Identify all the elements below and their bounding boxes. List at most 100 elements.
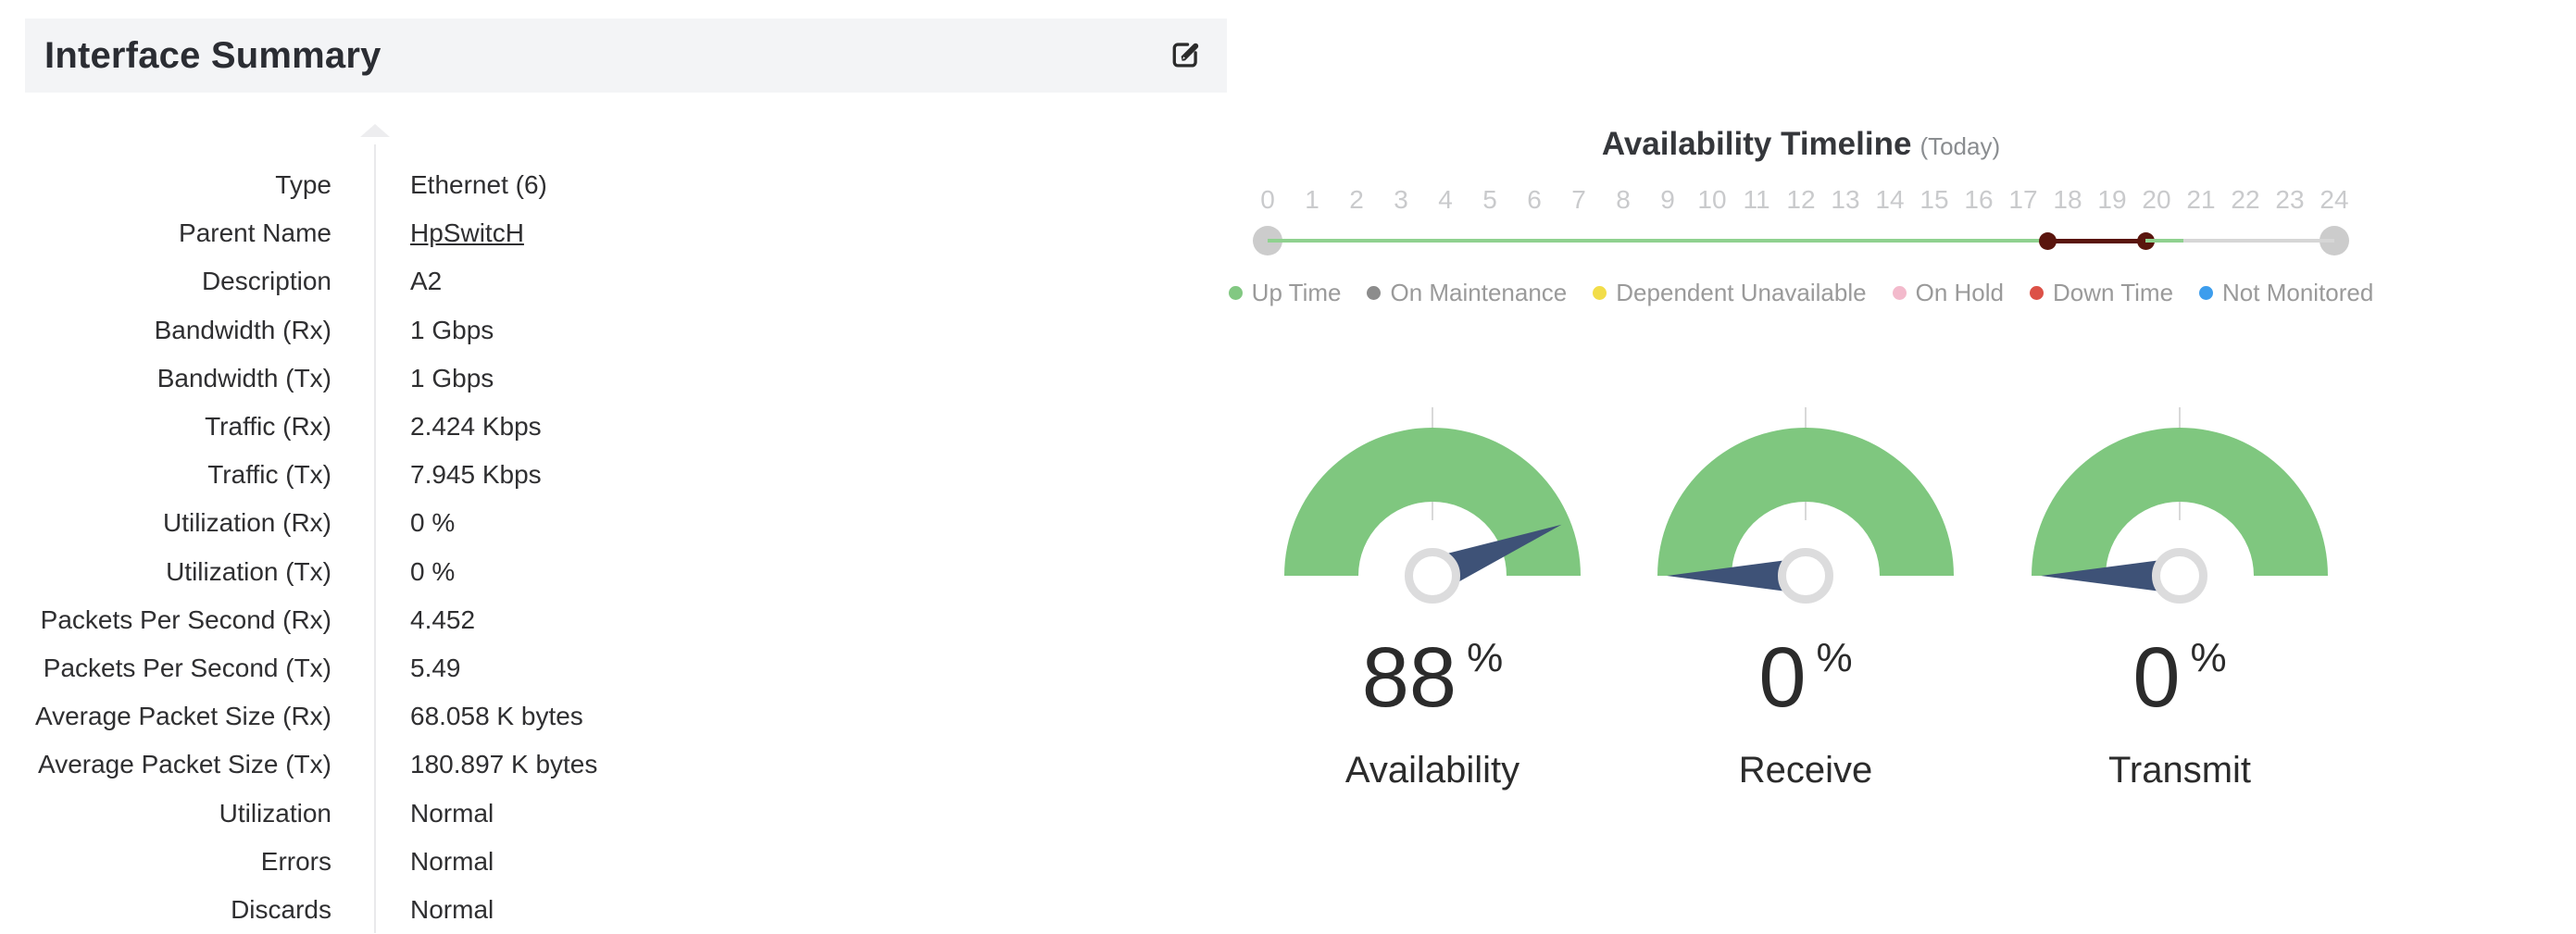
legend-label: Dependent Unavailable: [1616, 279, 1867, 306]
legend-dot-icon: [1367, 286, 1382, 300]
summary-rows: Type Ethernet (6) Parent Name HpSwitcH Descr…: [0, 161, 1213, 934]
gauge-needle: [2041, 560, 2161, 592]
timeline-hour-label: 3: [1394, 185, 1408, 214]
row-label: Parent Name: [179, 218, 331, 248]
summary-row: Traffic (Rx) 2.424 Kbps: [0, 403, 1213, 451]
timeline-title: Availability Timeline (Today): [1245, 126, 2357, 163]
gauge-arc: [1657, 428, 1954, 576]
row-value: 1 Gbps: [410, 315, 494, 344]
summary-row: Errors Normal: [0, 838, 1213, 886]
timeline-segment-up: [2145, 239, 2183, 243]
row-label: Discards: [231, 894, 331, 924]
row-label: Description: [201, 267, 331, 296]
timeline-hour-label: 21: [2186, 185, 2216, 214]
legend-item: Up Time: [1228, 279, 1342, 307]
row-label: Errors: [260, 846, 331, 876]
gauge-number: 0: [1758, 630, 1807, 725]
row-label: Utilization (Tx): [166, 556, 331, 586]
gauge-unit: %: [2190, 635, 2227, 680]
legend-label: On Maintenance: [1390, 279, 1568, 306]
row-value-link[interactable]: HpSwitcH: [410, 218, 524, 248]
legend-item: Not Monitored: [2199, 279, 2373, 307]
legend-dot-icon: [2029, 286, 2044, 300]
legend-dot-icon: [1593, 286, 1607, 300]
gauge-needle: [1444, 524, 1562, 584]
timeline-hour-label: 18: [2053, 185, 2082, 214]
row-label: Bandwidth (Tx): [156, 363, 331, 392]
gauge-transmit: 0% Transmit: [1985, 398, 2374, 833]
timeline-hour-label: 9: [1660, 185, 1675, 214]
timeline-hour-label: 1: [1305, 185, 1319, 214]
summary-row: Description A2: [0, 257, 1213, 305]
summary-row: Packets Per Second (Tx) 5.49: [0, 644, 1213, 692]
column-divider: [374, 144, 376, 933]
legend-dot-icon: [1892, 286, 1907, 300]
timeline-title-text: Availability Timeline: [1601, 126, 1912, 162]
gauge-unit: %: [1467, 635, 1504, 680]
row-label: Type: [275, 170, 331, 200]
gauge-value: 88%: [1238, 635, 1627, 720]
timeline-subtitle: (Today): [1919, 132, 2001, 160]
collapse-arrow-icon[interactable]: [360, 124, 390, 137]
timeline-hour-label: 13: [1831, 185, 1860, 214]
legend-item: On Maintenance: [1367, 279, 1567, 307]
gauge-caption: Receive: [1738, 750, 1873, 791]
summary-row: Bandwidth (Rx) 1 Gbps: [0, 306, 1213, 355]
gauge-unit: %: [1816, 635, 1853, 680]
timeline-hour-label: 4: [1438, 185, 1453, 214]
legend-item: Dependent Unavailable: [1593, 279, 1867, 307]
gauge-chart: [1284, 407, 1581, 604]
timeline-hour-label: 17: [2008, 185, 2038, 214]
gauge-needle: [1667, 560, 1787, 592]
timeline-hour-label: 10: [1697, 185, 1727, 214]
row-value: 1 Gbps: [410, 363, 494, 392]
gauge-number: 88: [1361, 630, 1457, 725]
row-value: 0 %: [410, 508, 456, 538]
gauge-value: 0%: [1985, 635, 2374, 720]
panel-title: Interface Summary: [44, 34, 381, 76]
interface-summary-header: Interface Summary: [25, 19, 1227, 93]
gauge-pivot: [2152, 548, 2207, 604]
legend-label: Up Time: [1251, 279, 1342, 306]
gauge-receive: 0% Receive: [1611, 398, 2000, 833]
timeline-hour-label: 2: [1349, 185, 1364, 214]
row-value: 180.897 K bytes: [410, 750, 598, 779]
row-value: Normal: [410, 798, 494, 828]
edit-button[interactable]: [1166, 36, 1205, 75]
row-label: Packets Per Second (Rx): [40, 604, 331, 634]
row-value: 68.058 K bytes: [410, 702, 583, 731]
row-value: 7.945 Kbps: [410, 460, 542, 490]
row-label: Average Packet Size (Tx): [38, 750, 331, 779]
timeline-hour-label: 11: [1743, 185, 1770, 214]
gauge-caption: Availability: [1344, 750, 1520, 791]
row-label: Utilization (Rx): [162, 508, 331, 538]
row-value: A2: [410, 267, 443, 296]
gauge-caption: Transmit: [2107, 750, 2252, 791]
row-label: Bandwidth (Rx): [154, 315, 331, 344]
summary-row: Bandwidth (Tx) 1 Gbps: [0, 355, 1213, 403]
summary-row: Type Ethernet (6): [0, 161, 1213, 209]
row-label: Packets Per Second (Tx): [43, 653, 331, 682]
legend-label: On Hold: [1915, 279, 2004, 306]
gauge-pivot: [1778, 548, 1833, 604]
timeline-legend: Up Time On Maintenance Dependent Unavailab…: [1228, 279, 2373, 307]
legend-dot-icon: [1228, 286, 1243, 300]
gauge-chart: [1657, 407, 1954, 604]
timeline-hour-label: 16: [1964, 185, 1994, 214]
summary-row: Average Packet Size (Tx) 180.897 K bytes: [0, 741, 1213, 789]
timeline-segment-up: [1268, 239, 2048, 243]
timeline-hour-label: 8: [1616, 185, 1631, 214]
row-value: Normal: [410, 894, 494, 924]
edit-pencil-square-icon: [1168, 37, 1203, 75]
timeline-segment-down: [2047, 238, 2145, 243]
summary-row: Discards Normal: [0, 886, 1213, 934]
row-value: 5.49: [410, 653, 461, 682]
row-label: Average Packet Size (Rx): [34, 702, 331, 731]
timeline-hour-label: 14: [1875, 185, 1905, 214]
timeline-hour-label: 23: [2275, 185, 2305, 214]
row-value: 2.424 Kbps: [410, 412, 542, 442]
timeline-hour-label: 5: [1482, 185, 1497, 214]
summary-row: Average Packet Size (Rx) 68.058 K bytes: [0, 692, 1213, 741]
timeline-hour-label: 22: [2231, 185, 2260, 214]
summary-row: Utilization (Rx) 0 %: [0, 499, 1213, 547]
